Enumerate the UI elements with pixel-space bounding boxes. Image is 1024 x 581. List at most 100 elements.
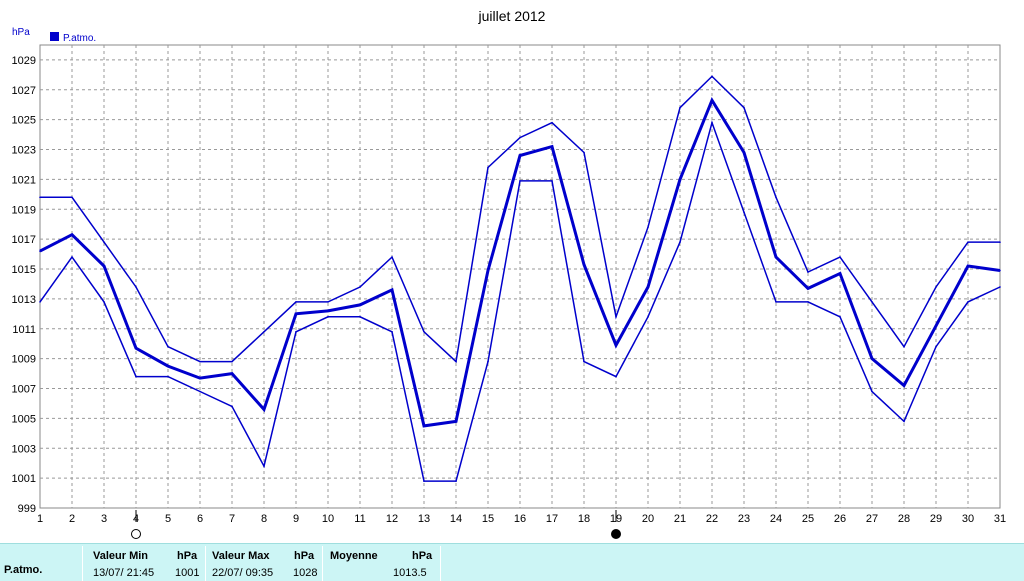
x-tick-label: 2 <box>69 513 75 525</box>
data-point-mean <box>839 272 841 275</box>
x-tick-label: 3 <box>101 513 107 525</box>
data-point-mean <box>967 265 969 267</box>
data-point-min <box>167 375 169 378</box>
data-point-min <box>967 301 969 303</box>
data-point-min <box>455 480 457 482</box>
data-point-max <box>871 301 873 303</box>
legend-swatch <box>50 32 59 41</box>
x-tick-label: 22 <box>706 513 718 525</box>
chart-title: juillet 2012 <box>478 8 546 24</box>
max-header: Valeur Max <box>212 550 270 562</box>
data-point-mean <box>679 178 681 181</box>
x-tick-label: 23 <box>738 513 750 525</box>
data-point-max <box>263 330 265 333</box>
x-tick-label: 28 <box>898 513 910 525</box>
data-point-max <box>999 241 1001 243</box>
data-point-min <box>775 301 777 303</box>
new-moon-icon <box>611 529 621 539</box>
data-point-mean <box>775 256 777 258</box>
data-point-min <box>551 180 553 182</box>
x-tick-label: 7 <box>229 513 235 525</box>
data-point-min <box>935 345 937 348</box>
y-tick-label: 1011 <box>12 324 36 336</box>
data-point-min <box>199 390 201 393</box>
legend-label: P.atmo. <box>63 33 96 44</box>
x-tick-label: 5 <box>165 513 171 525</box>
data-point-mean <box>263 408 265 411</box>
data-point-max <box>327 301 329 303</box>
y-tick-label: 1021 <box>12 174 36 186</box>
max-unit: hPa <box>294 550 315 562</box>
data-point-max <box>967 241 969 243</box>
data-point-min <box>647 316 649 318</box>
data-point-max <box>935 286 937 288</box>
data-point-min <box>71 256 73 258</box>
data-point-mean <box>871 357 873 360</box>
data-point-min <box>839 316 841 318</box>
x-tick-label: 25 <box>802 513 814 525</box>
max-value-cell: Valeur Max hPa 22/07/ 09:35 1028 <box>206 544 322 581</box>
moon-markers <box>131 510 621 539</box>
data-point-min <box>871 390 873 393</box>
grid <box>39 44 1001 509</box>
y-tick-label: 1003 <box>12 443 36 455</box>
data-point-max <box>39 196 41 199</box>
x-tick-label: 26 <box>834 513 846 525</box>
min-datetime: 13/07/ 21:45 <box>93 567 155 579</box>
data-point-mean <box>231 372 233 375</box>
data-point-max <box>231 360 233 363</box>
data-point-max <box>135 286 137 288</box>
data-point-min <box>391 330 393 333</box>
data-point-min <box>615 375 617 378</box>
data-point-mean <box>647 286 649 288</box>
avg-header: Moyenne <box>330 550 378 562</box>
y-tick-label: 1009 <box>12 354 36 366</box>
x-tick-label: 20 <box>642 513 654 525</box>
y-tick-label: 1015 <box>12 264 36 276</box>
series <box>39 75 1001 482</box>
data-point-mean <box>519 154 521 157</box>
separator <box>322 546 323 581</box>
data-point-min <box>423 480 425 482</box>
data-point-min <box>519 180 521 182</box>
data-point-mean <box>295 313 297 315</box>
data-point-mean <box>167 365 169 367</box>
data-point-min <box>327 316 329 318</box>
pressure-chart: juillet 2012 hPa P.atmo. 123456789101112… <box>12 8 1006 539</box>
x-tick-label: 11 <box>354 513 365 525</box>
plot-frame <box>39 44 1001 509</box>
data-point-mean <box>135 347 137 349</box>
data-point-max <box>519 136 521 139</box>
data-point-min <box>711 121 713 124</box>
average-cell: Moyenne hPa 1013.5 <box>323 544 440 581</box>
data-point-mean <box>327 310 329 312</box>
data-point-max <box>903 345 905 348</box>
data-point-mean <box>39 250 41 252</box>
x-tick-label: 30 <box>962 513 974 525</box>
data-point-min <box>903 420 905 423</box>
data-point-min <box>359 316 361 318</box>
data-point-max <box>583 151 585 154</box>
full-moon-icon <box>131 529 141 539</box>
data-point-max <box>807 271 809 273</box>
data-point-max <box>455 360 457 363</box>
data-point-min <box>231 405 233 408</box>
min-value-cell: Valeur Min hPa 13/07/ 21:45 1001 <box>83 544 205 581</box>
data-point-mean <box>743 151 745 154</box>
data-point-max <box>391 256 393 258</box>
data-point-max <box>743 106 745 109</box>
data-point-mean <box>551 145 553 148</box>
statistics-bar: P.atmo. Valeur Min hPa 13/07/ 21:45 1001… <box>0 543 1024 581</box>
data-point-mean <box>999 269 1001 272</box>
y-tick-label: 1017 <box>12 234 36 246</box>
avg-unit: hPa <box>412 550 433 562</box>
data-point-mean <box>903 384 905 387</box>
data-point-mean <box>391 289 393 291</box>
data-point-max <box>775 196 777 199</box>
series-line-min <box>39 120 1001 482</box>
data-point-min <box>679 241 681 243</box>
data-point-mean <box>423 425 425 427</box>
data-point-max <box>679 106 681 109</box>
data-point-mean <box>487 269 489 272</box>
x-tick-label: 16 <box>514 513 526 525</box>
